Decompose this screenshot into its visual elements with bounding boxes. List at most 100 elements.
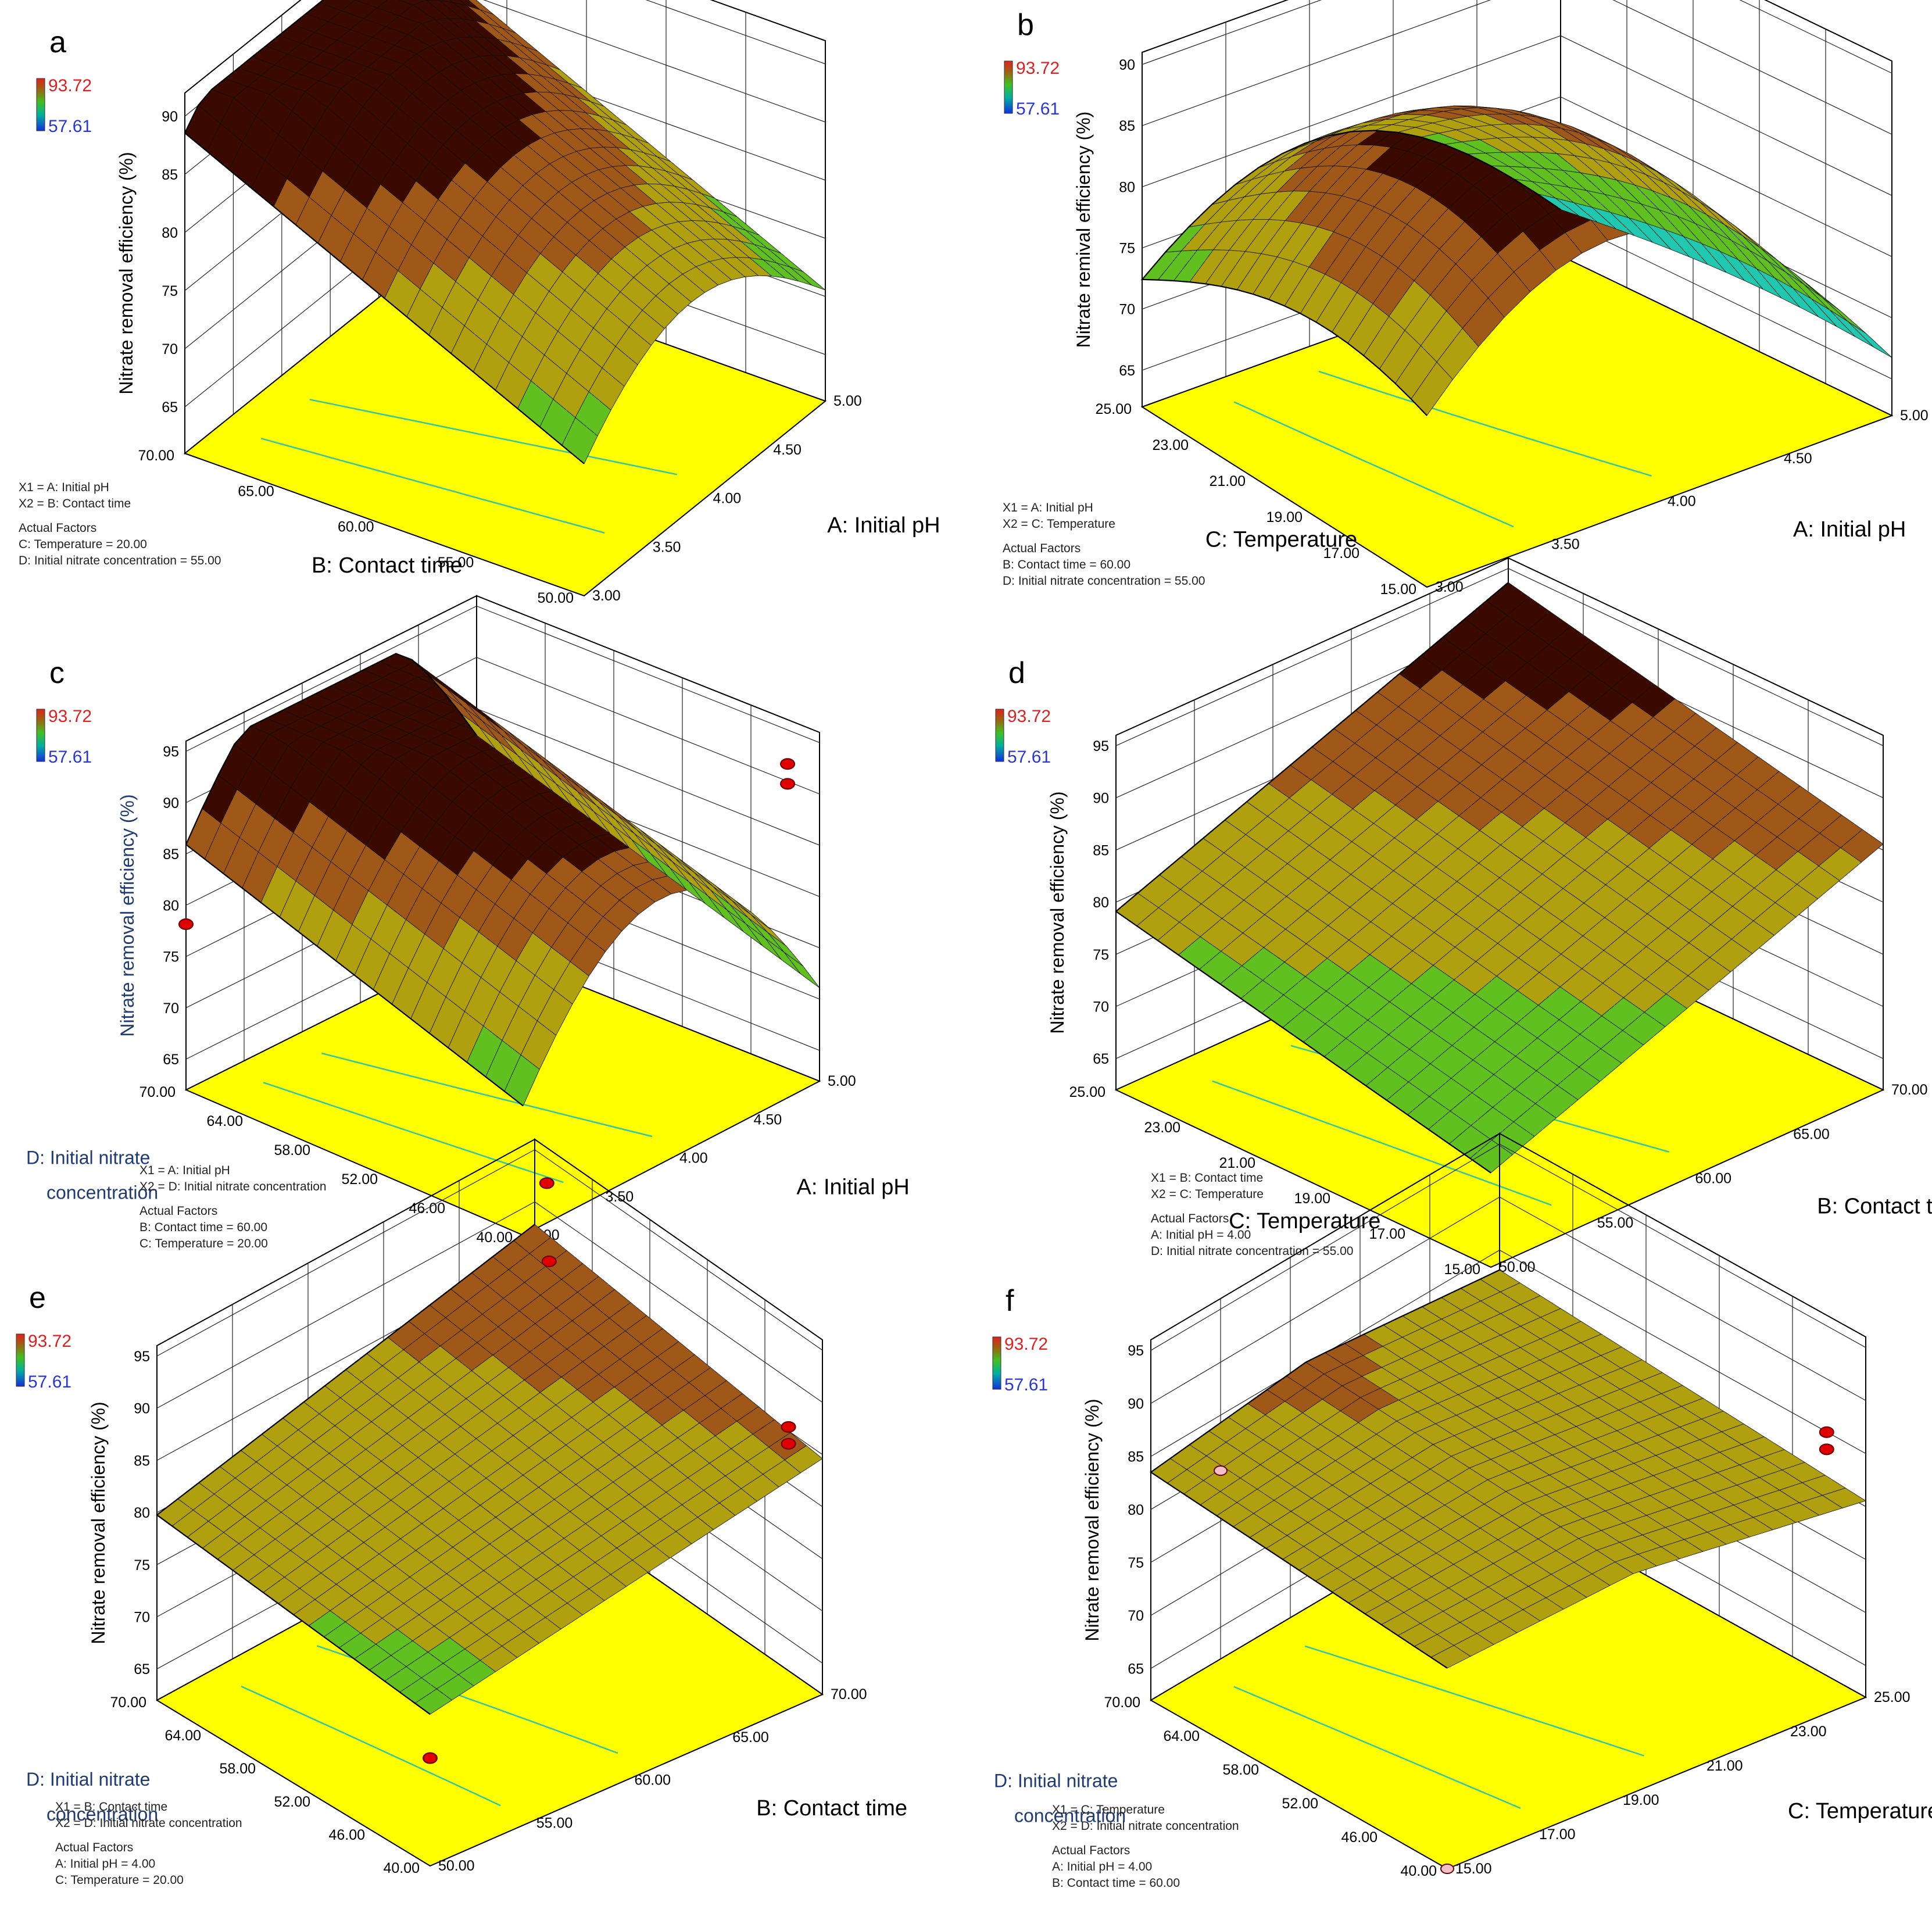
right-axis-title: A: Initial pH xyxy=(1793,517,1906,542)
design-point xyxy=(780,758,796,770)
left-axis-title-line2: concentration xyxy=(46,1804,158,1825)
color-bar-max: 93.72 xyxy=(1016,59,1060,78)
design-point xyxy=(1819,1443,1834,1456)
right-axis-tick: 60.00 xyxy=(635,1772,671,1789)
z-tick-label: 70 xyxy=(162,341,178,357)
z-tick-label: 95 xyxy=(134,1349,150,1365)
factor-note: X2 = C: Temperature xyxy=(1003,517,1115,531)
floor-plane xyxy=(183,258,827,597)
z-tick-label: 85 xyxy=(1128,1449,1144,1465)
right-axis-tick: 3.50 xyxy=(1551,536,1580,552)
floor-contours xyxy=(1233,1645,1644,1809)
color-bar-min: 57.61 xyxy=(48,117,92,136)
z-tick-label: 70 xyxy=(134,1609,150,1625)
right-axis-title: A: Initial pH xyxy=(827,513,940,538)
factor-note: B: Contact time = 60.00 xyxy=(1052,1876,1180,1890)
right-axis-tick: 5.00 xyxy=(833,393,862,409)
surface-rim xyxy=(185,653,524,1107)
contour-line xyxy=(260,438,605,534)
right-axis-tick: 4.00 xyxy=(1668,494,1696,510)
panel-d: 65 70 75 80 85 90 95 25.00 23.00 21.00 19.00 17.00 1… xyxy=(995,557,1932,1278)
left-axis-tick: 40.00 xyxy=(383,1860,420,1876)
left-axis-tick: 50.00 xyxy=(537,590,574,606)
z-gridline xyxy=(1115,568,1884,746)
z-tick-label: 90 xyxy=(1119,57,1135,73)
right-axis-tick: 21.00 xyxy=(1706,1758,1743,1774)
left-axis-tick: 64.00 xyxy=(1163,1728,1200,1744)
z-gridline xyxy=(1142,35,1892,196)
response-surface xyxy=(185,653,820,1107)
left-axis-tick: 52.00 xyxy=(274,1794,310,1810)
color-bar xyxy=(995,709,1004,762)
design-point xyxy=(539,1177,554,1189)
right-axis-tick: 50.00 xyxy=(438,1858,475,1874)
z-axis-title: Nitrate removal efficiency (%) xyxy=(1082,1399,1103,1641)
left-axis-tick: 55.00 xyxy=(438,555,474,571)
left-axis-tick: 19.00 xyxy=(1294,1190,1330,1207)
z-tick-label: 80 xyxy=(162,225,178,241)
left-axis-tick: 58.00 xyxy=(1222,1762,1259,1778)
factor-note: X1 = A: Initial pH xyxy=(139,1164,230,1177)
left-axis-tick: 17.00 xyxy=(1369,1226,1405,1242)
design-point xyxy=(781,1437,796,1450)
surface-cell xyxy=(783,952,820,988)
design-point xyxy=(178,918,194,930)
response-surface xyxy=(1150,1269,1866,1669)
z-tick-label: 90 xyxy=(163,795,179,811)
factor-note: A: Initial pH = 4.00 xyxy=(55,1857,155,1871)
left-axis-tick: 46.00 xyxy=(1341,1829,1378,1846)
right-axis-title: B: Contact time xyxy=(1817,1194,1932,1218)
floor-contours xyxy=(1233,370,1652,528)
factor-note: X1 = A: Initial pH xyxy=(19,481,109,494)
z-tick-label: 70 xyxy=(1128,1608,1144,1624)
design-point xyxy=(423,1752,438,1764)
left-axis-title-line2: concentration xyxy=(1014,1805,1126,1826)
left-axis-tick: 70.00 xyxy=(139,1084,176,1100)
z-tick-label: 70 xyxy=(1093,999,1109,1015)
left-axis-tick: 21.00 xyxy=(1209,473,1246,489)
left-axis-tick: 17.00 xyxy=(1323,545,1359,562)
design-point xyxy=(1214,1465,1228,1476)
left-axis-tick: 23.00 xyxy=(1152,437,1189,453)
left-axis-tick: 25.00 xyxy=(1069,1084,1105,1100)
color-bar-max: 93.72 xyxy=(48,76,92,95)
factor-note: D: Initial nitrate concentration = 55.00 xyxy=(19,554,221,567)
color-bar xyxy=(16,1333,25,1387)
left-axis-tick: 58.00 xyxy=(274,1142,310,1158)
color-bar-min: 57.61 xyxy=(28,1372,71,1392)
right-axis-tick: 25.00 xyxy=(1874,1689,1910,1705)
z-tick-label: 65 xyxy=(1128,1661,1144,1677)
factor-note: X2 = D: Initial nitrate concentration xyxy=(1052,1819,1239,1833)
left-axis-tick: 64.00 xyxy=(206,1113,243,1129)
surface-cell xyxy=(468,0,494,15)
right-axis-tick: 4.00 xyxy=(679,1150,708,1167)
z-tick-label: 70 xyxy=(163,1000,179,1017)
z-gridline xyxy=(1150,1143,1866,1351)
right-axis-tick: 4.50 xyxy=(773,442,802,458)
z-gridline xyxy=(185,605,820,752)
factor-note: Actual Factors xyxy=(1003,542,1081,555)
right-axis-tick: 23.00 xyxy=(1790,1723,1827,1740)
left-axis-tick: 15.00 xyxy=(1380,581,1416,598)
surface-cell xyxy=(513,1224,552,1254)
surface-rim xyxy=(1140,130,1561,416)
z-tick-label: 90 xyxy=(1128,1396,1144,1412)
left-axis-tick: 19.00 xyxy=(1266,509,1303,525)
z-gridline xyxy=(156,1201,823,1409)
z-tick-label: 75 xyxy=(163,949,179,965)
left-axis-tick: 21.00 xyxy=(1219,1155,1255,1171)
z-tick-label: 90 xyxy=(162,109,178,125)
z-tick-label: 75 xyxy=(1093,947,1109,963)
z-tick-label: 85 xyxy=(134,1453,150,1469)
color-bar xyxy=(36,78,45,131)
left-axis-tick: 15.00 xyxy=(1444,1261,1480,1278)
color-bar xyxy=(36,709,45,762)
z-tick-label: 75 xyxy=(1119,241,1135,257)
surface-cell xyxy=(341,0,378,19)
surface-rim xyxy=(184,0,585,464)
left-axis-tick: 58.00 xyxy=(219,1761,256,1777)
z-tick-label: 75 xyxy=(134,1557,150,1574)
surface-cell xyxy=(1811,298,1855,337)
factor-note: C: Temperature = 20.00 xyxy=(139,1237,268,1250)
